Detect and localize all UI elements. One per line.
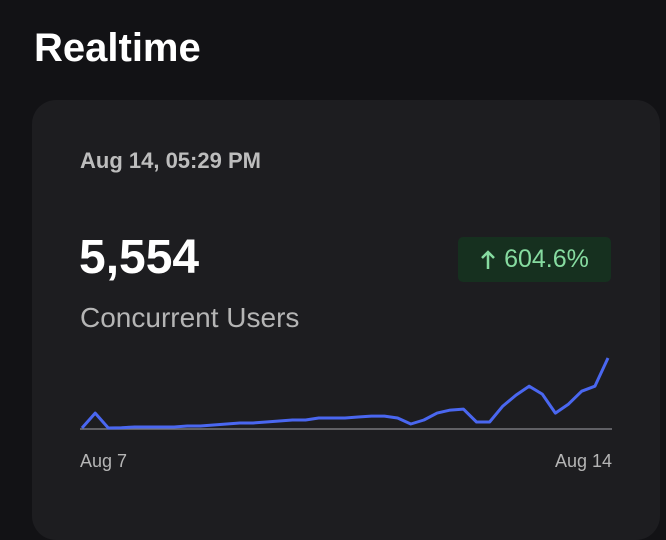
metric-label: Concurrent Users	[80, 302, 300, 333]
sparkline-path	[80, 357, 610, 430]
sparkline: Aug 7 Aug 14	[80, 357, 612, 471]
x-label: Aug 14	[555, 451, 612, 471]
page: Realtime Aug 14, 05:29 PM 5,554 Concurre…	[32, 26, 660, 540]
x-label: Aug 7	[80, 451, 127, 471]
metric-value: 5,554	[79, 231, 200, 284]
change-badge: 604.6%	[458, 237, 611, 282]
page-title: Realtime	[34, 26, 201, 70]
timestamp: Aug 14, 05:29 PM	[80, 148, 261, 173]
change-value: 604.6%	[504, 245, 589, 273]
up-arrow	[481, 249, 495, 269]
realtime-card: Aug 14, 05:29 PM 5,554 Concurrent Users …	[32, 100, 660, 540]
